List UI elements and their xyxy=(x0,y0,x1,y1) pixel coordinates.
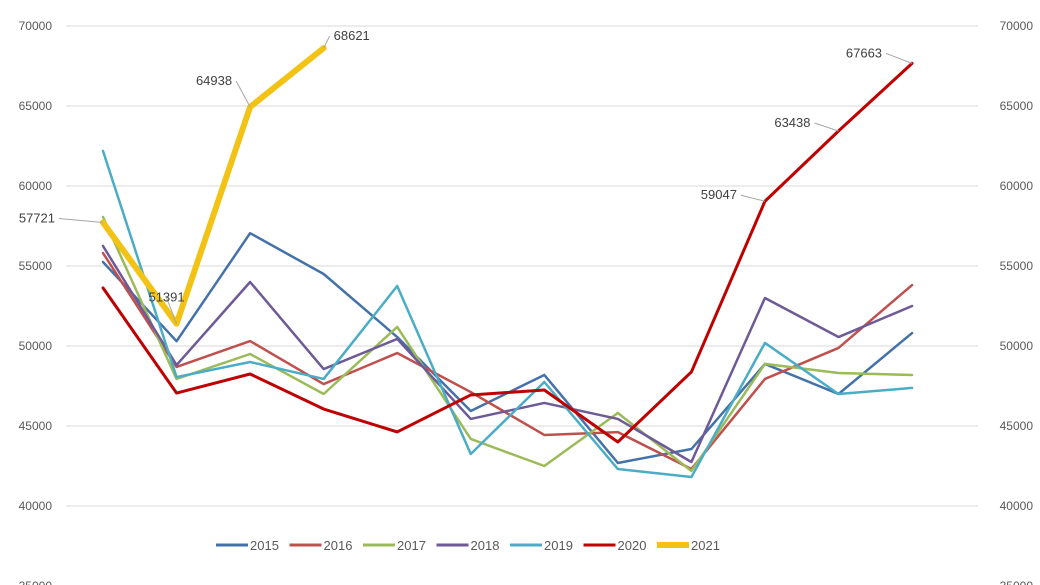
series-line-2018 xyxy=(101,244,914,464)
data-label: 57721 xyxy=(19,210,55,225)
label-leader-line xyxy=(740,194,766,202)
label-leader-line xyxy=(814,122,839,132)
y-tick-label-right: 60000 xyxy=(1000,179,1034,193)
data-label: 63438 xyxy=(774,115,810,130)
y-tick-label-left: 40000 xyxy=(19,499,53,513)
series-line-2021 xyxy=(100,45,327,327)
data-label: 64938 xyxy=(196,73,232,88)
y-tick-label-left: 60000 xyxy=(19,179,53,193)
data-label: 51391 xyxy=(148,290,184,305)
series-line-2020 xyxy=(101,61,914,444)
legend-label-2018: 2018 xyxy=(471,538,500,553)
y-tick-label-right: 50000 xyxy=(1000,339,1034,353)
data-label: 59047 xyxy=(701,187,737,202)
label-leader-line xyxy=(323,35,331,49)
y-tick-label-right: 65000 xyxy=(1000,99,1034,113)
legend-label-2015: 2015 xyxy=(250,538,279,553)
series-line-2016 xyxy=(101,251,914,471)
legend-label-2021: 2021 xyxy=(691,538,720,553)
data-label: 67663 xyxy=(846,45,882,60)
y-tick-label-left: 70000 xyxy=(19,19,53,33)
y-tick-label-left: 50000 xyxy=(19,339,53,353)
series-line-2019 xyxy=(101,149,914,479)
y-tick-label-right: 35000 xyxy=(1000,579,1034,585)
legend-label-2017: 2017 xyxy=(397,538,426,553)
label-leader-line xyxy=(885,52,913,64)
label-leader-line xyxy=(235,80,251,108)
y-tick-label-right: 55000 xyxy=(1000,259,1034,273)
y-tick-label-left: 55000 xyxy=(19,259,53,273)
legend-label-2019: 2019 xyxy=(544,538,573,553)
y-tick-label-left: 35000 xyxy=(19,579,53,585)
label-leader-line xyxy=(58,217,104,223)
label-leader-line xyxy=(166,297,178,324)
series-line-2017 xyxy=(101,215,914,473)
y-tick-label-right: 45000 xyxy=(1000,419,1034,433)
y-tick-label-left: 45000 xyxy=(19,419,53,433)
y-tick-label-right: 40000 xyxy=(1000,499,1034,513)
y-tick-label-right: 70000 xyxy=(1000,19,1034,33)
series-line-2015 xyxy=(101,231,914,465)
data-label: 68621 xyxy=(334,28,370,43)
legend-label-2016: 2016 xyxy=(324,538,353,553)
y-tick-label-left: 65000 xyxy=(19,99,53,113)
legend-label-2020: 2020 xyxy=(618,538,647,553)
